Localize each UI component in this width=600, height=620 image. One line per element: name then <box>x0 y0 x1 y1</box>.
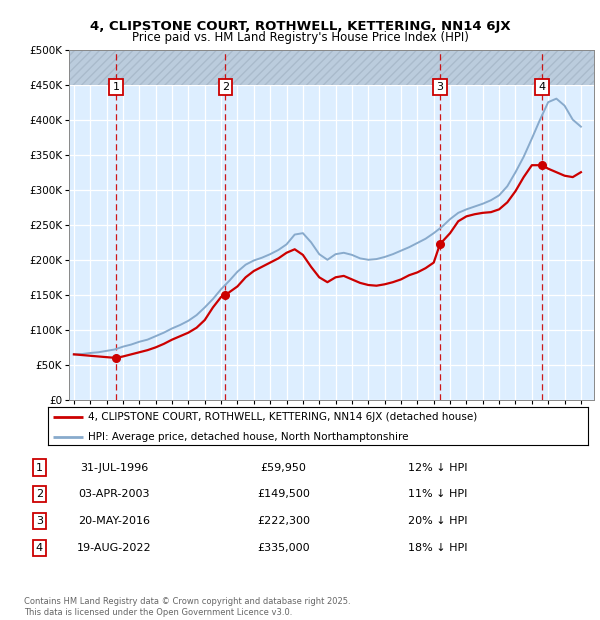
Text: 3: 3 <box>436 82 443 92</box>
Text: £149,500: £149,500 <box>257 489 310 499</box>
Text: £222,300: £222,300 <box>257 516 310 526</box>
Text: 4: 4 <box>35 543 43 553</box>
Text: 2: 2 <box>221 82 229 92</box>
Text: 4, CLIPSTONE COURT, ROTHWELL, KETTERING, NN14 6JX: 4, CLIPSTONE COURT, ROTHWELL, KETTERING,… <box>89 20 511 32</box>
Text: £59,950: £59,950 <box>260 463 307 472</box>
Text: 18% ↓ HPI: 18% ↓ HPI <box>407 543 467 553</box>
Text: 03-APR-2003: 03-APR-2003 <box>79 489 150 499</box>
Text: 12% ↓ HPI: 12% ↓ HPI <box>407 463 467 472</box>
Text: £335,000: £335,000 <box>257 543 310 553</box>
Text: 3: 3 <box>36 516 43 526</box>
Text: 1: 1 <box>36 463 43 472</box>
Text: 11% ↓ HPI: 11% ↓ HPI <box>407 489 467 499</box>
Text: 1: 1 <box>113 82 119 92</box>
Text: Price paid vs. HM Land Registry's House Price Index (HPI): Price paid vs. HM Land Registry's House … <box>131 31 469 43</box>
Text: 2: 2 <box>35 489 43 499</box>
Text: 4, CLIPSTONE COURT, ROTHWELL, KETTERING, NN14 6JX (detached house): 4, CLIPSTONE COURT, ROTHWELL, KETTERING,… <box>89 412 478 422</box>
Text: 19-AUG-2022: 19-AUG-2022 <box>77 543 152 553</box>
Text: 31-JUL-1996: 31-JUL-1996 <box>80 463 148 472</box>
Text: 4: 4 <box>539 82 546 92</box>
Text: 20% ↓ HPI: 20% ↓ HPI <box>407 516 467 526</box>
Text: HPI: Average price, detached house, North Northamptonshire: HPI: Average price, detached house, Nort… <box>89 432 409 441</box>
Text: Contains HM Land Registry data © Crown copyright and database right 2025.
This d: Contains HM Land Registry data © Crown c… <box>24 598 350 617</box>
Bar <box>69 50 594 84</box>
Text: 20-MAY-2016: 20-MAY-2016 <box>78 516 150 526</box>
